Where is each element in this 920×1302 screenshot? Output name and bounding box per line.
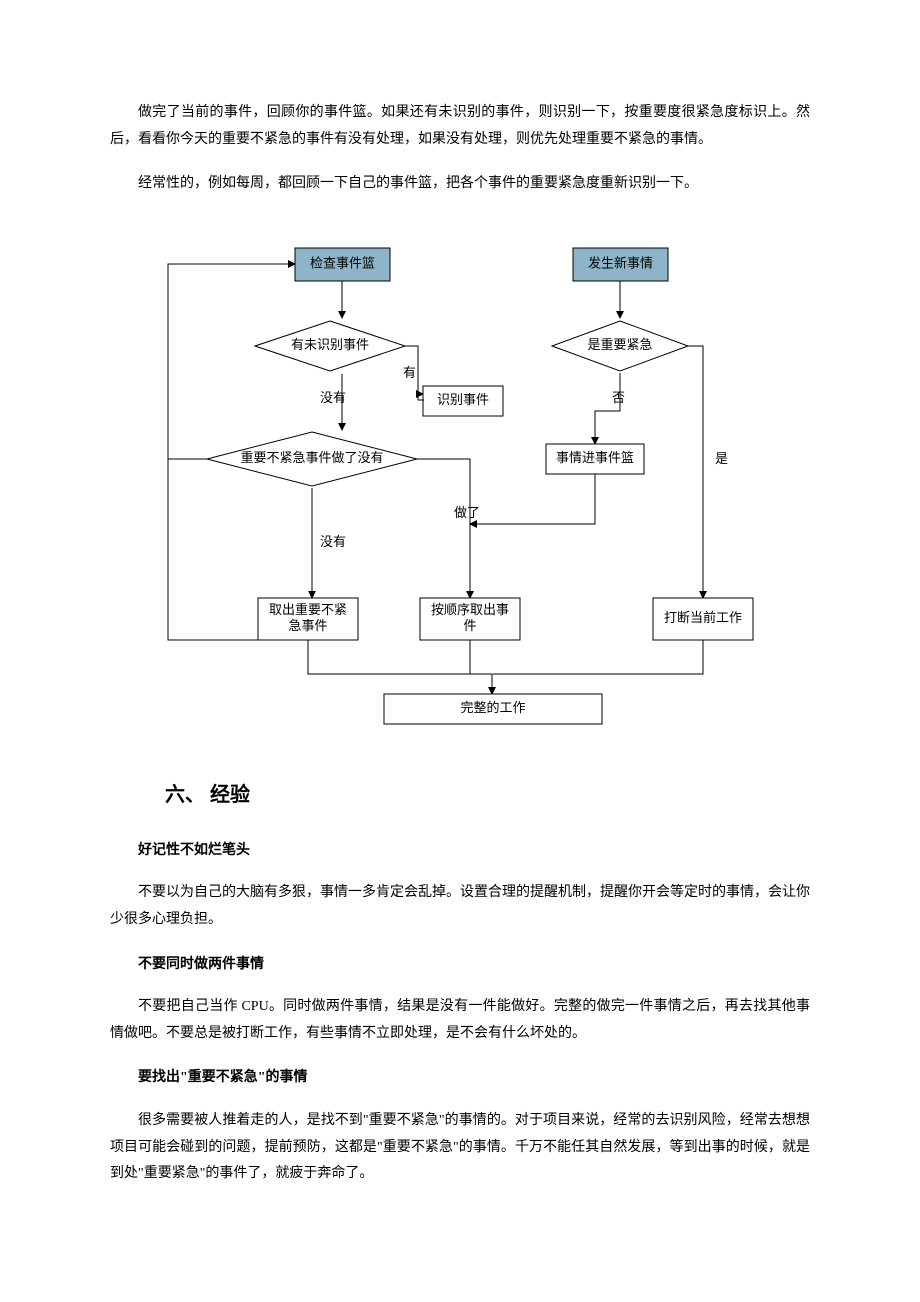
svg-text:没有: 没有 (320, 534, 346, 549)
subhead-1: 好记性不如烂笔头 (110, 838, 810, 865)
svg-text:重要不紧急事件做了没有: 重要不紧急事件做了没有 (240, 450, 383, 465)
section-body-2: 不要把自己当作 CPU。同时做两件事情，结果是没有一件能做好。完整的做完一件事情… (110, 994, 810, 1047)
svg-text:打断当前工作: 打断当前工作 (664, 610, 742, 625)
section-heading: 六、 经验 (165, 776, 810, 814)
svg-text:没有: 没有 (320, 390, 346, 405)
section-body-1: 不要以为自己的大脑有多狠，事情一多肯定会乱掉。设置合理的提醒机制，提醒你开会等定… (110, 880, 810, 933)
svg-text:否: 否 (612, 390, 625, 405)
svg-text:急事件: 急事件 (288, 618, 327, 633)
svg-text:有: 有 (403, 365, 416, 380)
paragraph-1: 做完了当前的事件，回顾你的事件篮。如果还有未识别的事件，则识别一下，按重要度很紧… (110, 100, 810, 153)
svg-text:按顺序取出事: 按顺序取出事 (431, 602, 509, 617)
svg-text:发生新事情: 发生新事情 (588, 255, 653, 270)
svg-text:做了: 做了 (454, 505, 480, 520)
svg-text:是: 是 (715, 451, 728, 466)
svg-text:完整的工作: 完整的工作 (460, 700, 525, 715)
svg-text:事情进事件篮: 事情进事件篮 (556, 450, 634, 465)
svg-text:是重要紧急: 是重要紧急 (587, 337, 652, 352)
flowchart-svg: 检查事件篮 发生新事情有未识别事件 是重要紧急识别事件事情进事件篮 重要不紧急事件做了… (140, 216, 780, 746)
svg-text:有未识别事件: 有未识别事件 (291, 337, 369, 352)
svg-text:取出重要不紧: 取出重要不紧 (269, 602, 347, 617)
subhead-2: 不要同时做两件事情 (110, 952, 810, 979)
svg-text:件: 件 (463, 618, 476, 633)
svg-text:检查事件篮: 检查事件篮 (310, 255, 375, 270)
section-body-3: 很多需要被人推着走的人，是找不到"重要不紧急"的事情的。对于项目来说，经常的去识… (110, 1108, 810, 1188)
subhead-3: 要找出"重要不紧急"的事情 (110, 1065, 810, 1092)
flowchart-container: 检查事件篮 发生新事情有未识别事件 是重要紧急识别事件事情进事件篮 重要不紧急事件做了… (110, 216, 810, 746)
svg-text:识别事件: 识别事件 (437, 392, 489, 407)
paragraph-2: 经常性的，例如每周，都回顾一下自己的事件篮，把各个事件的重要紧急度重新识别一下。 (110, 171, 810, 198)
